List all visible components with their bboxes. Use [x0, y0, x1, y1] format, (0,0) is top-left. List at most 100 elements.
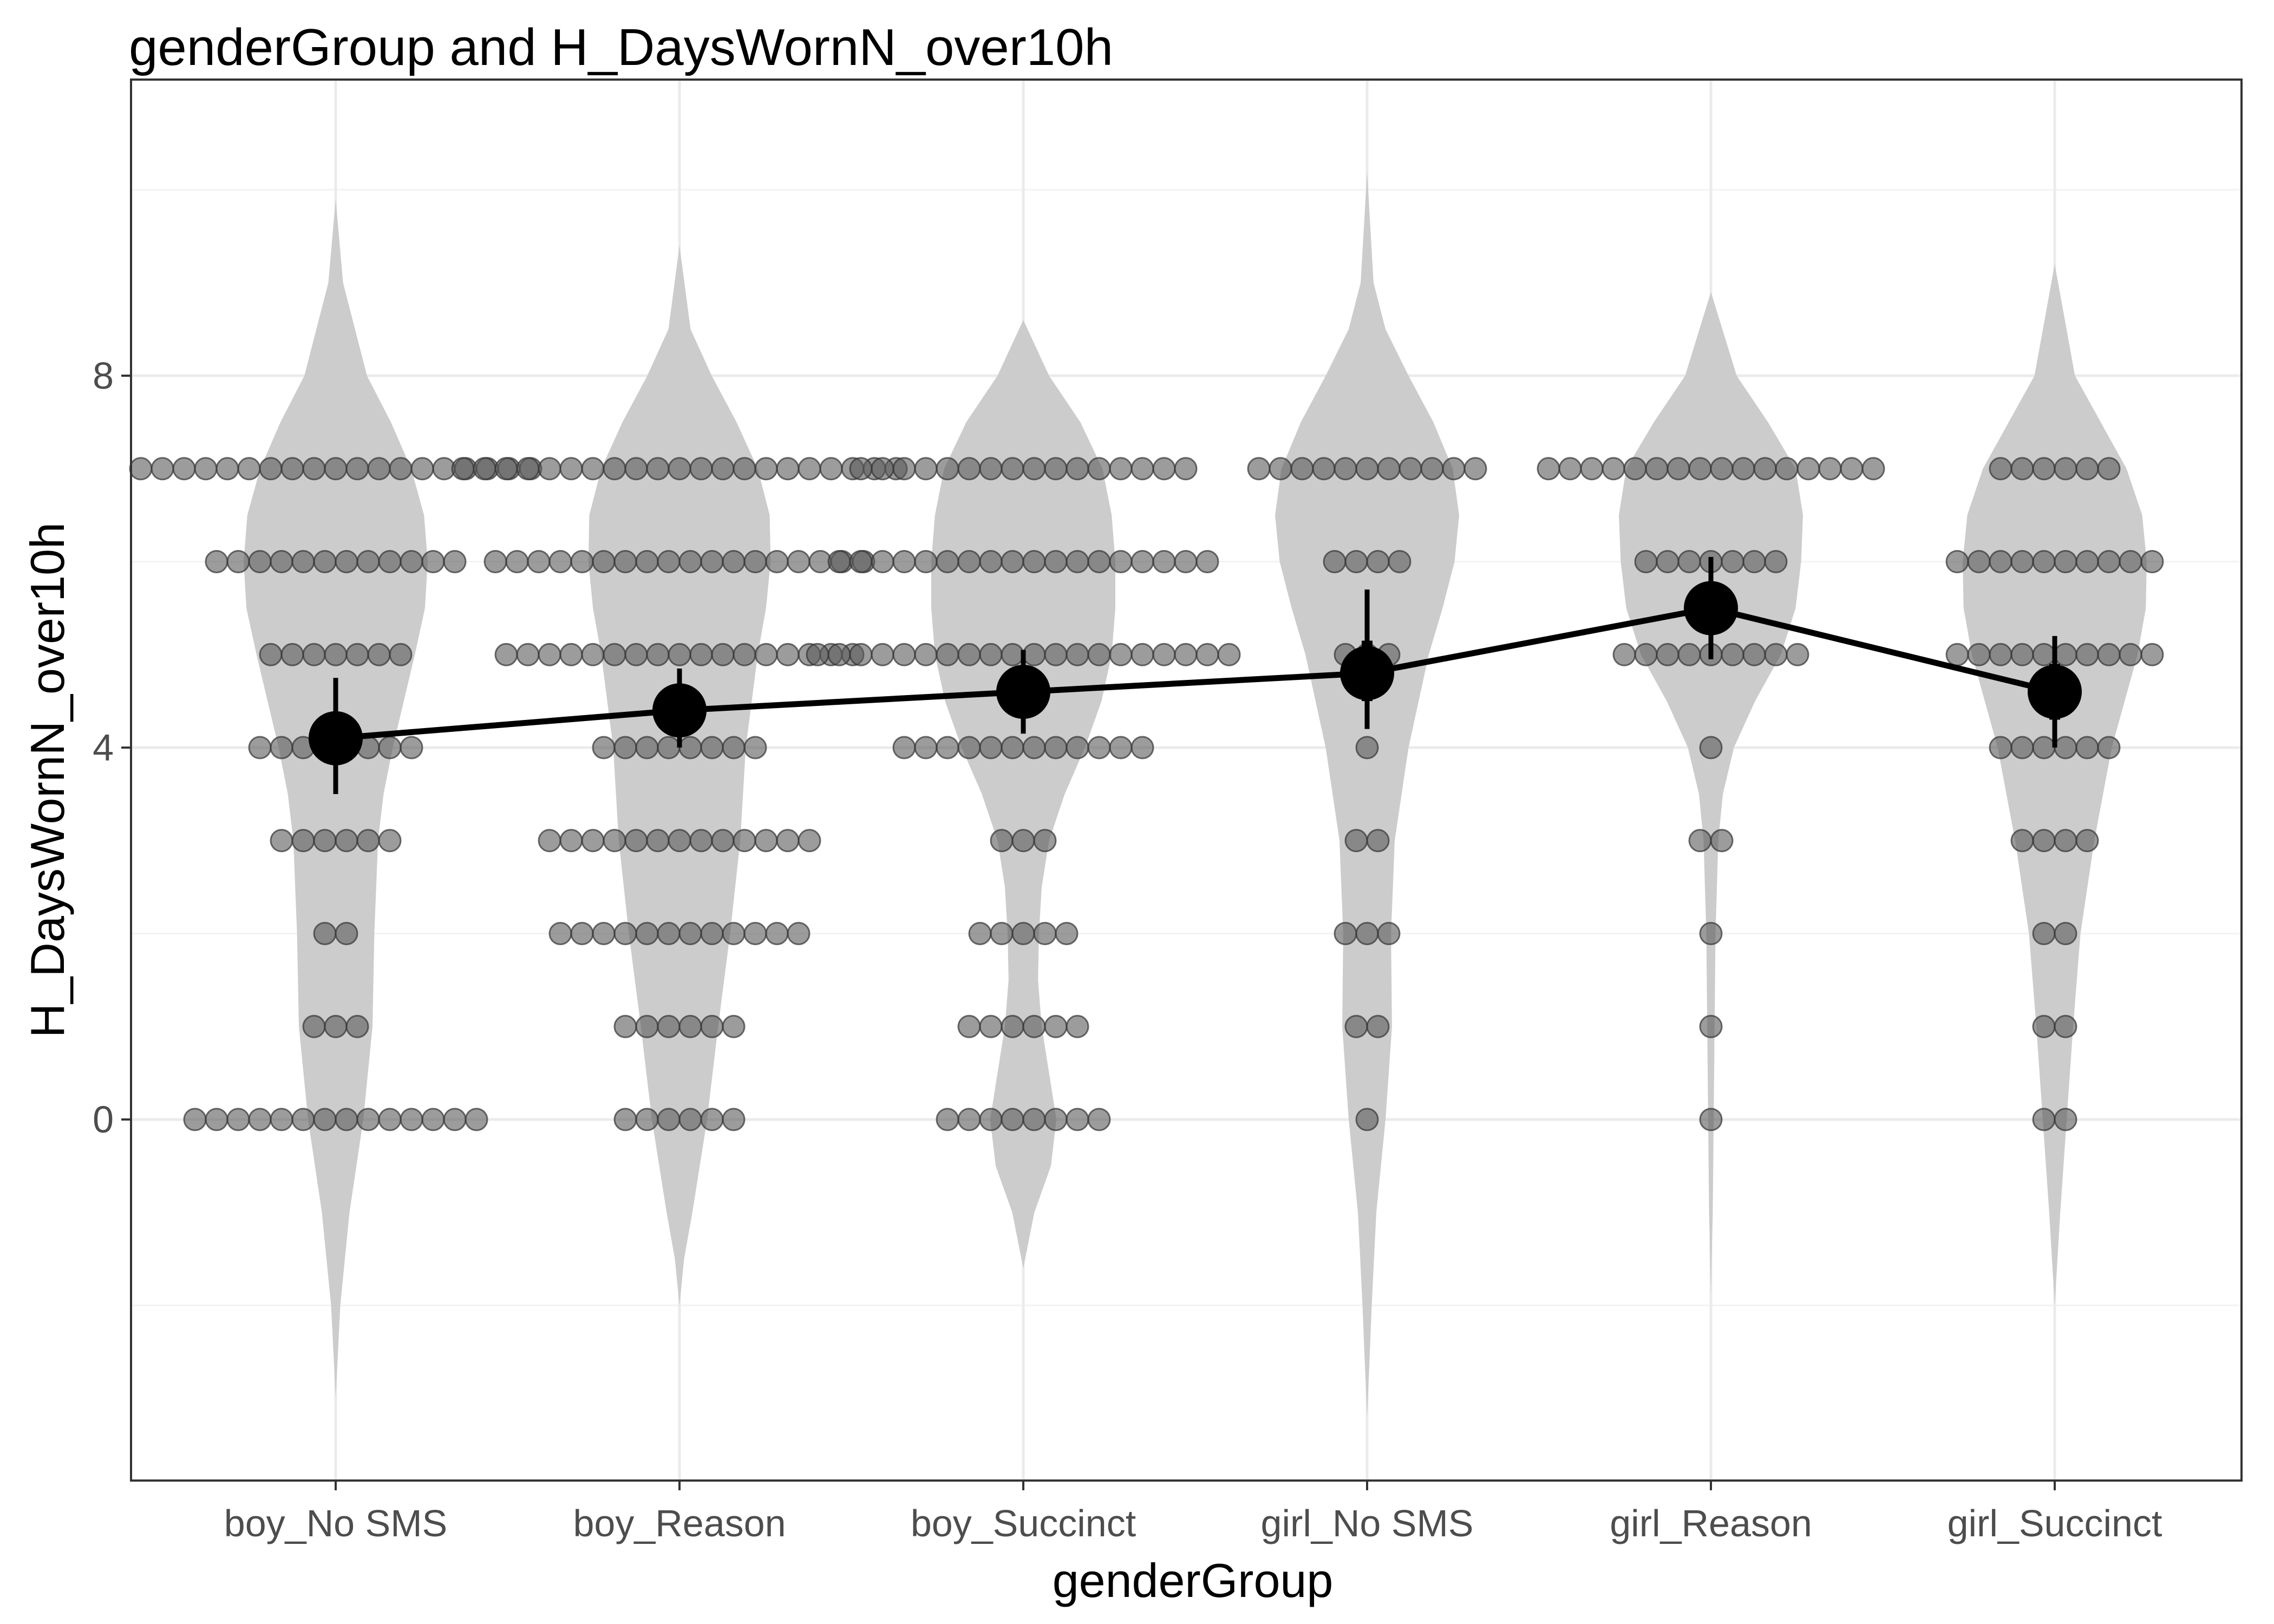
dot — [548, 550, 572, 573]
dot — [345, 643, 369, 666]
dot — [1366, 829, 1390, 853]
dot — [2032, 922, 2056, 945]
dot — [1152, 550, 1176, 573]
dot — [410, 457, 434, 481]
dot — [990, 922, 1014, 945]
dot — [787, 550, 811, 573]
dot — [711, 829, 735, 853]
x-tick-label: boy_Reason — [573, 1502, 786, 1544]
dot — [1022, 550, 1046, 573]
dot — [2119, 643, 2142, 666]
dot — [2054, 829, 2077, 853]
dot — [2054, 550, 2077, 573]
mean-line — [335, 605, 2056, 742]
dot — [1731, 457, 1755, 481]
dot — [443, 1108, 467, 1131]
dot — [722, 1108, 746, 1131]
dot — [494, 643, 518, 666]
dot — [1688, 457, 1712, 481]
dot — [668, 829, 691, 853]
dot — [559, 643, 583, 666]
dot — [646, 829, 670, 853]
dot — [657, 736, 681, 759]
dot — [1001, 1014, 1024, 1038]
dot — [700, 922, 724, 945]
dot — [570, 550, 594, 573]
dot — [226, 1108, 250, 1131]
dot — [849, 550, 873, 573]
dot — [226, 550, 250, 573]
dot — [754, 457, 778, 481]
dot — [302, 643, 326, 666]
dot — [624, 457, 648, 481]
dot — [1131, 643, 1154, 666]
dot — [421, 550, 445, 573]
dot — [1442, 457, 1466, 481]
dot — [733, 643, 756, 666]
mean-point — [1684, 581, 1738, 636]
dot — [1742, 550, 1766, 573]
dot — [324, 643, 348, 666]
dot — [936, 643, 959, 666]
dot — [957, 1108, 981, 1131]
dot — [1840, 457, 1864, 481]
dot — [776, 643, 800, 666]
dot — [914, 550, 938, 573]
dot — [635, 1014, 659, 1038]
dot — [1677, 550, 1701, 573]
dot — [657, 922, 681, 945]
dot — [722, 1014, 746, 1038]
dot — [1366, 1014, 1390, 1038]
dot — [559, 457, 583, 481]
dot — [1699, 922, 1723, 945]
dot — [722, 550, 746, 573]
dot — [624, 829, 648, 853]
dot — [1066, 1014, 1089, 1038]
dot — [657, 1014, 681, 1038]
dot — [1131, 736, 1154, 759]
dot — [421, 1108, 445, 1131]
dot — [570, 922, 594, 945]
dot — [1366, 550, 1390, 573]
dot — [2075, 550, 2099, 573]
dot — [1989, 550, 2012, 573]
dot — [1656, 643, 1680, 666]
dot — [678, 1014, 702, 1038]
dot — [1044, 736, 1068, 759]
dot — [914, 736, 938, 759]
dot — [892, 457, 916, 481]
dot — [1312, 457, 1336, 481]
dot — [957, 643, 981, 666]
dot — [473, 457, 496, 481]
dot — [1537, 457, 1560, 481]
dot — [451, 457, 475, 481]
mean-point — [309, 711, 363, 765]
dot — [345, 457, 369, 481]
dot — [914, 643, 938, 666]
dot — [1087, 643, 1111, 666]
dot — [400, 1108, 423, 1131]
dot — [733, 457, 756, 481]
dot — [172, 457, 196, 481]
x-axis-title: genderGroup — [1053, 1554, 1334, 1607]
dot — [2097, 643, 2121, 666]
dot — [1861, 457, 1885, 481]
y-axis: 0 4 8 — [93, 355, 131, 1141]
dot — [754, 643, 778, 666]
dot — [1710, 829, 1734, 853]
dot — [581, 457, 605, 481]
dot — [302, 1014, 326, 1038]
dot — [1388, 550, 1412, 573]
dot — [849, 643, 873, 666]
mean-point — [996, 665, 1050, 719]
dot — [1044, 1014, 1068, 1038]
dot — [936, 1108, 959, 1131]
dot — [1355, 736, 1379, 759]
dot — [1022, 1108, 1046, 1131]
x-tick-label: boy_Succinct — [911, 1502, 1136, 1544]
violin — [1963, 264, 2147, 1306]
dot — [646, 457, 670, 481]
y-tick-label: 0 — [93, 1098, 114, 1141]
dot — [378, 550, 402, 573]
dot — [1602, 457, 1625, 481]
